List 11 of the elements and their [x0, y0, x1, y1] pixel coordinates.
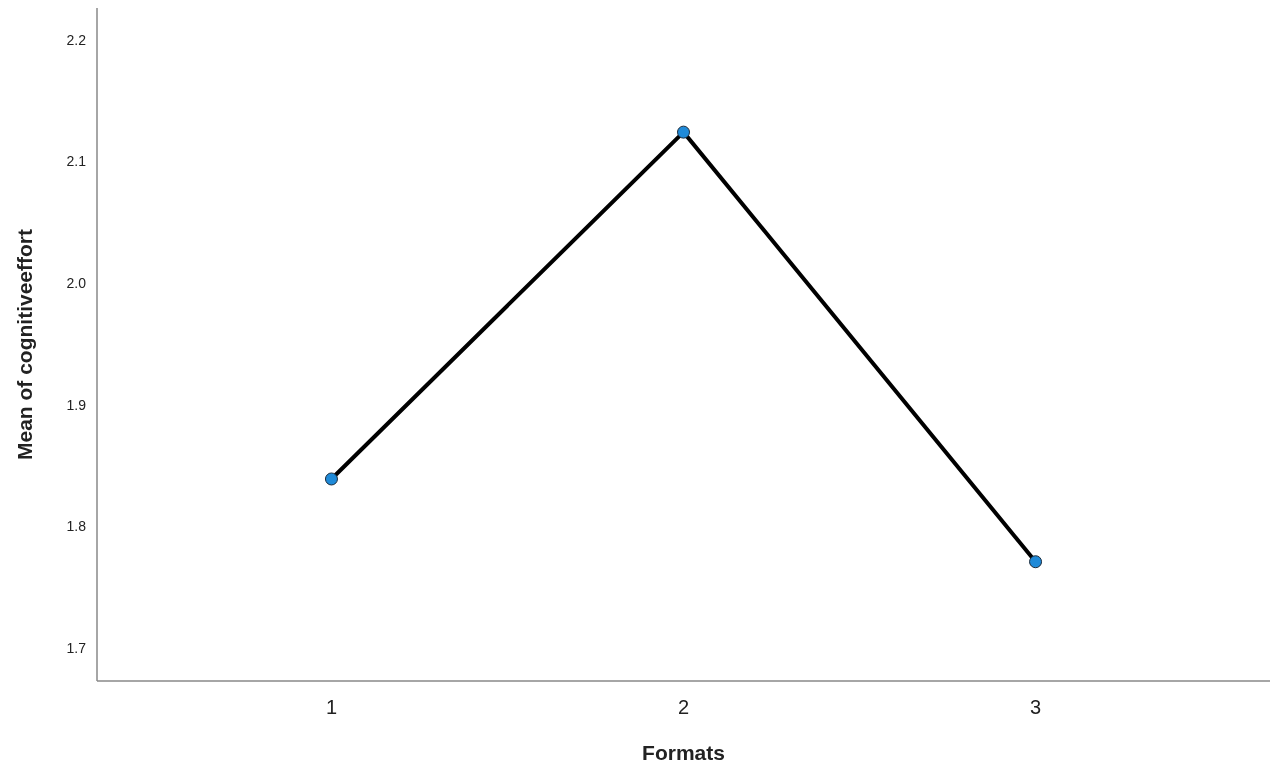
y-tick-label: 2.0: [66, 274, 87, 291]
y-tick-label: 1.7: [66, 640, 87, 657]
y-axis-title: Mean of cognitiveeffort: [13, 228, 36, 461]
y-tick-label: 2.2: [66, 31, 87, 48]
x-tick-label: 2: [677, 696, 690, 718]
y-tick-label: 1.8: [66, 518, 87, 535]
x-tick-label: 3: [1029, 696, 1042, 718]
y-tick-label: 1.9: [66, 396, 87, 413]
x-tick-label: 1: [325, 696, 338, 718]
y-tick-label: 2.1: [66, 153, 87, 170]
x-axis-title: Formats: [642, 741, 725, 764]
